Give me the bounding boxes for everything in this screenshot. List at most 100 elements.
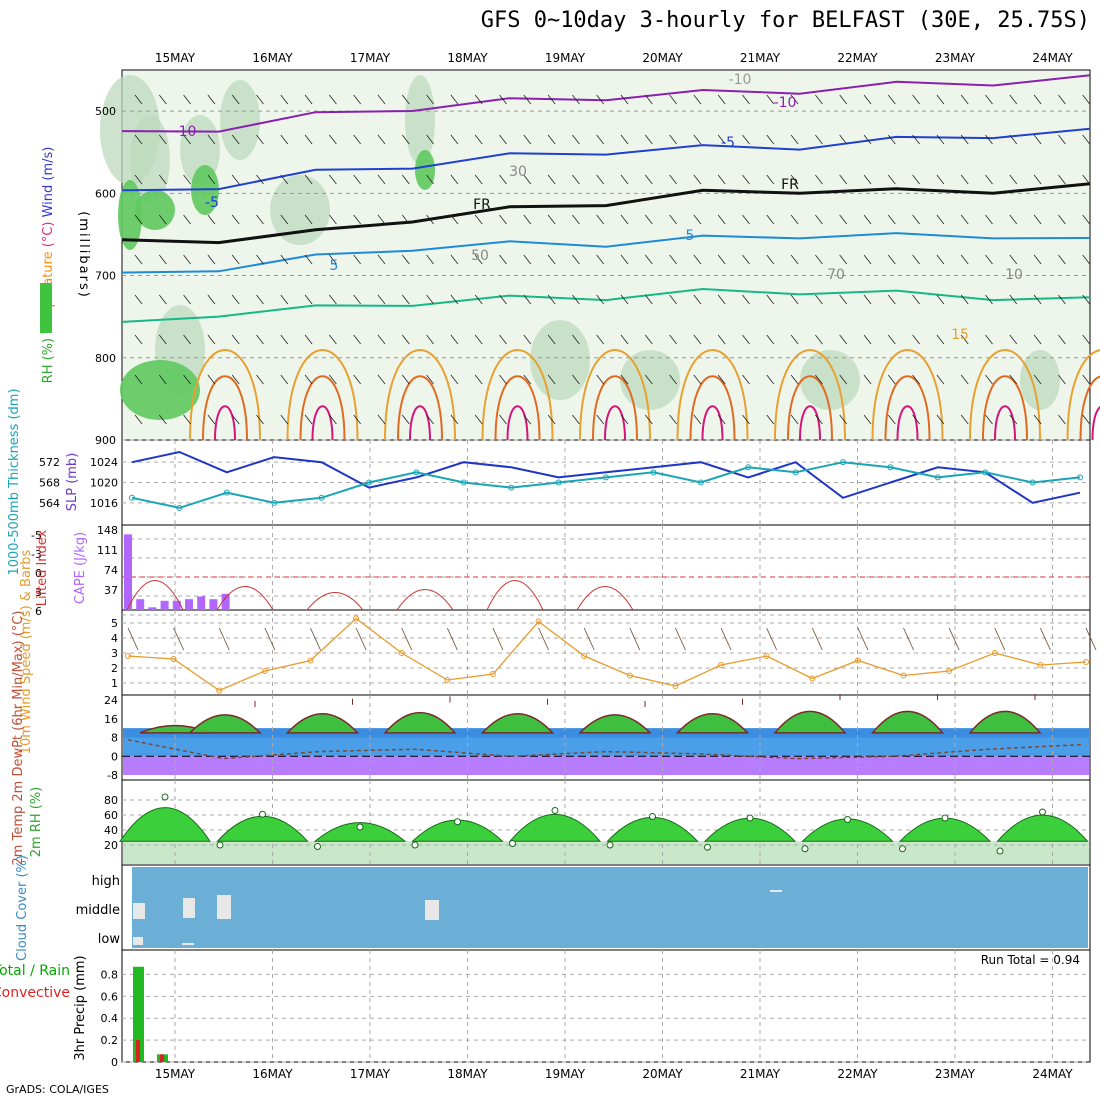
wind-barb <box>839 214 848 225</box>
date-label-bottom: 20MAY <box>642 1067 683 1081</box>
wind-barb <box>231 294 240 305</box>
rh-ylabel: 2m RH (%) <box>29 787 44 858</box>
contour-label: 30 <box>509 164 527 180</box>
wind-barb <box>620 174 629 185</box>
wind-barb <box>401 94 410 105</box>
thickness-point <box>176 504 183 511</box>
wind-barb <box>766 627 778 651</box>
pressure-tick-label: 800 <box>95 352 116 365</box>
wind-barb <box>207 374 216 385</box>
wind-speed-point <box>170 656 177 662</box>
date-label-top: 21MAY <box>740 51 781 65</box>
wind-barb <box>547 94 556 105</box>
wind-barb <box>1009 254 1018 265</box>
cape-tick-label: 111 <box>97 544 118 557</box>
rh-shading-blob <box>405 75 435 165</box>
wind-barb <box>887 134 896 145</box>
rh-shading-blob <box>220 80 260 160</box>
precip-legend-label: Total / Rain <box>0 963 70 979</box>
wind-barb <box>1082 414 1091 425</box>
rh-point <box>746 814 754 822</box>
wind-barb <box>815 94 823 105</box>
isotherm-1 <box>121 127 1091 192</box>
cape-bar <box>172 600 181 610</box>
wind-barb <box>450 294 459 305</box>
wind-barb <box>572 254 580 265</box>
wind-barb <box>353 94 362 105</box>
wind-barb <box>474 214 483 225</box>
slp-tick-label: 1020 <box>90 477 118 490</box>
wind-barb <box>183 334 191 345</box>
wind-barb <box>887 174 896 185</box>
wind-barb <box>158 134 167 145</box>
wind-barb <box>329 414 337 425</box>
thickness-point <box>745 464 752 471</box>
rh-hump <box>216 815 309 842</box>
wind-barb <box>717 334 726 345</box>
wind-barb <box>401 174 410 185</box>
wind-ylabel: 10m Wind Speed (m/s) & Barbs <box>19 549 34 754</box>
rh-tick-label: 20 <box>104 839 118 852</box>
contour-label: FR <box>781 177 799 193</box>
isotherm-15-arch <box>384 349 456 441</box>
wind-barb <box>596 254 605 265</box>
wind-barb <box>903 627 914 651</box>
wind-barb <box>839 254 848 265</box>
wind-barb <box>538 627 549 651</box>
wind-barb <box>134 134 143 145</box>
wind-barb <box>401 627 413 651</box>
wind-speed-point <box>626 672 633 679</box>
date-label-bottom: 23MAY <box>935 1067 976 1081</box>
thickness-point <box>792 469 799 476</box>
wind-barb <box>547 294 556 305</box>
wind-barb <box>717 174 726 185</box>
thickness-point <box>318 494 325 501</box>
wind-barb <box>256 334 264 345</box>
cloud-bar <box>133 903 145 919</box>
wind-barb <box>1058 174 1066 185</box>
wind-barb <box>304 174 313 185</box>
wind-barb <box>280 174 289 185</box>
wind-barb <box>134 334 143 345</box>
wind-barb <box>207 254 216 265</box>
wind-barb <box>329 94 337 105</box>
wind-speed-point <box>809 675 816 682</box>
wind-barb <box>669 414 677 425</box>
wind-barb <box>596 174 605 185</box>
rh-shading-blob <box>270 175 330 245</box>
wind-barb <box>377 334 386 345</box>
li-tick-label: 3 <box>35 586 42 599</box>
chart-title: GFS 0~10day 3-hourly for BELFAST (30E, 2… <box>480 8 1090 33</box>
thickness-tick-label: 572 <box>39 456 60 469</box>
wind-barb <box>353 414 362 425</box>
pressure-tick-label: 600 <box>95 187 116 200</box>
wind-barb <box>693 374 702 385</box>
wind-barb <box>669 294 677 305</box>
thickness-ylabel: 1000-500mb Thickness (dm) <box>7 388 22 575</box>
wind-barb <box>742 94 750 105</box>
wind-barb <box>134 214 143 225</box>
wind-barb <box>134 414 143 425</box>
wind-barb <box>912 174 920 185</box>
cloud-bar <box>770 890 782 892</box>
wind-barb <box>912 294 920 305</box>
wind-barb <box>1033 414 1042 425</box>
wind-barb <box>474 334 483 345</box>
wind-barb <box>499 214 507 225</box>
wind-barb <box>474 94 483 105</box>
li-line <box>306 592 364 611</box>
wind-barb <box>1009 174 1018 185</box>
isotherm-15-arch <box>969 349 1041 441</box>
panel-frame-precip <box>121 949 1091 1063</box>
wind-barb <box>158 294 167 305</box>
wind-barb <box>523 134 532 145</box>
wind-barb <box>863 174 872 185</box>
wind-barb <box>280 334 289 345</box>
wind-barb <box>912 334 920 345</box>
wind-barb <box>450 174 459 185</box>
wind-barb <box>620 334 629 345</box>
wind-barb <box>134 174 143 185</box>
wind-barb <box>790 254 799 265</box>
wind-barb <box>936 374 945 385</box>
date-label-top: 19MAY <box>545 51 586 65</box>
